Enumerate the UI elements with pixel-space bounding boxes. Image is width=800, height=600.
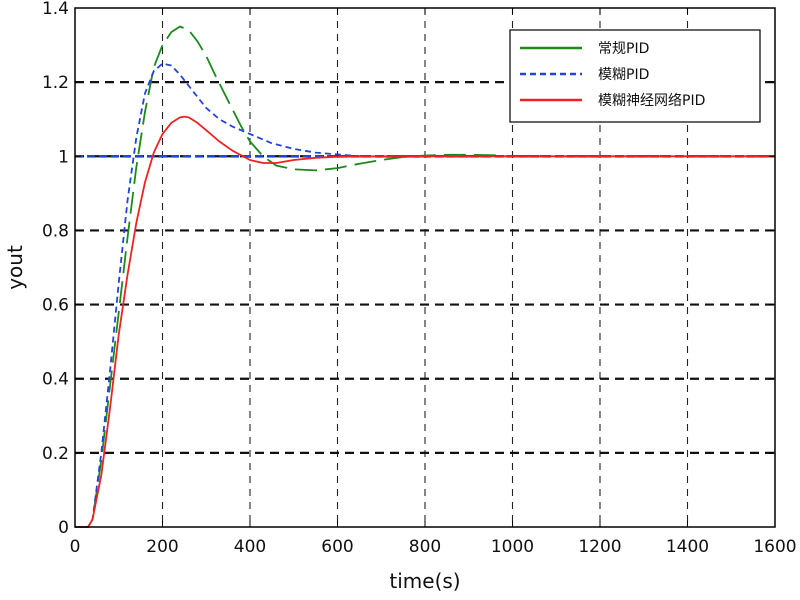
legend: 常规PID 模糊PID 模糊神经网络PID <box>509 29 761 123</box>
legend-label-2: 模糊神经网络PID <box>598 93 705 109</box>
series-line-2 <box>75 115 775 528</box>
x-axis-label: time(s) <box>389 569 460 593</box>
y-tick-label-1: 0.2 <box>42 444 69 464</box>
x-tick-label-7: 1400 <box>666 537 709 557</box>
legend-items: 常规PID 模糊PID 模糊神经网络PID <box>520 41 705 109</box>
y-tick-label-7: 1.4 <box>42 0 69 19</box>
x-tick-label-3: 600 <box>321 537 353 557</box>
series-group <box>75 25 775 528</box>
y-tick-label-5: 1 <box>58 147 69 167</box>
x-tick-label-0: 0 <box>70 537 81 557</box>
y-tick-label-0: 0 <box>58 518 69 538</box>
x-tick-label-5: 1000 <box>491 537 534 557</box>
y-tick-label-6: 1.2 <box>42 73 69 93</box>
legend-label-0: 常规PID <box>598 41 649 57</box>
y-tick-label-4: 0.8 <box>42 221 69 241</box>
x-tick-label-4: 800 <box>409 537 441 557</box>
x-tick-label-8: 1600 <box>753 537 796 557</box>
legend-label-1: 模糊PID <box>598 67 649 83</box>
legend-box <box>509 29 761 123</box>
x-tick-label-1: 200 <box>146 537 178 557</box>
series-line-0 <box>75 25 504 528</box>
y-tick-label-3: 0.6 <box>42 296 69 316</box>
y-tick-label-2: 0.4 <box>42 370 69 390</box>
x-tick-label-2: 400 <box>234 537 266 557</box>
x-tick-label-6: 1200 <box>578 537 621 557</box>
axis-ticks: 0 200 400 600 800 1000 1200 1400 1600 0 0.2 0.4 0.6 0… <box>42 0 797 557</box>
y-axis-label: yout <box>3 245 27 290</box>
